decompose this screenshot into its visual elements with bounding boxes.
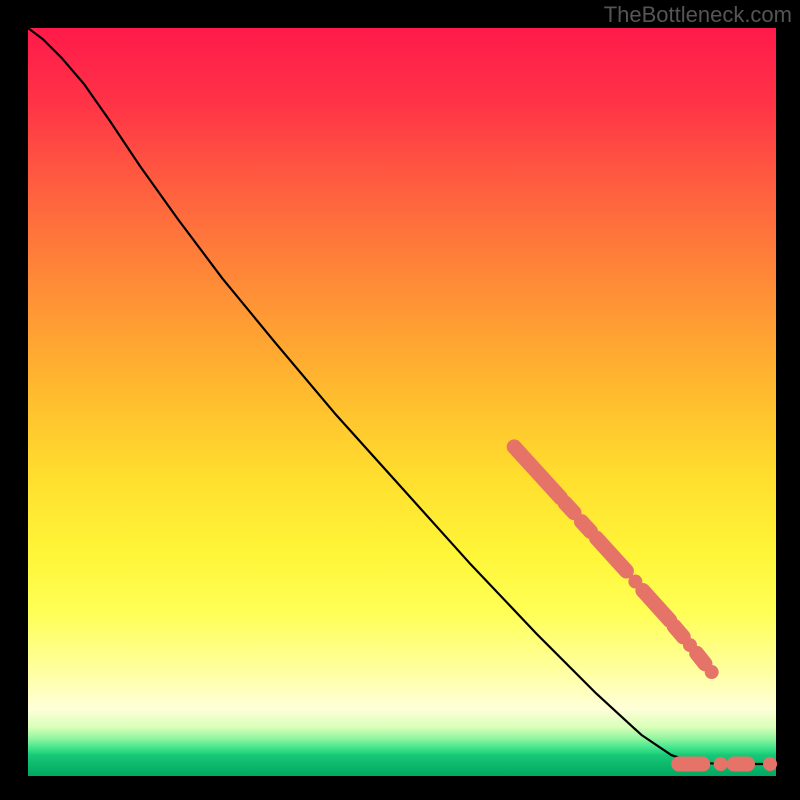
- data-marker-dot: [714, 757, 728, 771]
- data-marker-segment: [674, 626, 683, 636]
- plot-background: [28, 28, 776, 776]
- bottleneck-curve-chart: [0, 0, 800, 800]
- data-marker-dot: [705, 665, 719, 679]
- watermark-label: TheBottleneck.com: [604, 2, 792, 28]
- data-marker-segment: [565, 503, 574, 513]
- data-marker-segment: [697, 653, 705, 663]
- data-marker-dot: [763, 757, 777, 771]
- chart-container: TheBottleneck.com: [0, 0, 800, 800]
- data-marker-segment: [582, 522, 591, 532]
